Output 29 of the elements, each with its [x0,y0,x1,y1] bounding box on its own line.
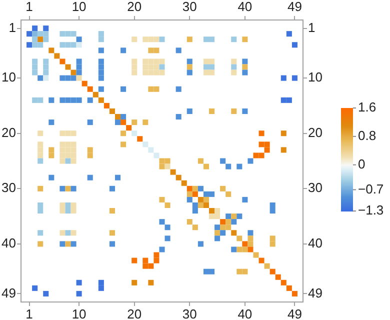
x2-tick-label: 49 [287,0,302,14]
x-tick-label: 40 [238,306,252,320]
x-tick-label: 30 [182,306,197,320]
y-tick-label: 49 [308,285,322,300]
x-tick-label: 10 [72,306,86,320]
y2-tick-label: 40 [2,236,16,251]
x2-tick-label: 10 [72,0,86,14]
color-bar-label: 0 [358,156,366,172]
y2-tick-label: 1 [8,20,16,35]
y2-tick-label: 20 [2,124,16,140]
color-bar-label: −0.7 [358,181,384,196]
x2-tick-label: 20 [127,0,142,14]
color-bar-label: −1.3 [358,202,384,218]
y-tick-label: 30 [308,180,322,196]
x-tick-label: 49 [287,306,302,320]
y2-tick-label: 30 [2,180,16,196]
y-tick-label: 40 [308,236,322,251]
y2-tick-label: 10 [2,70,16,85]
y-tick-label: 10 [308,70,322,85]
y-tick-label: 20 [308,124,322,140]
x2-tick-label: 30 [182,0,197,14]
y-tick-label: 1 [308,20,316,35]
x-tick-label: 20 [127,306,142,320]
x2-tick-label: 1 [26,0,33,14]
x-tick-label: 1 [26,306,33,320]
color-bar-label: 0.8 [358,128,376,143]
x2-tick-label: 40 [238,0,252,14]
y2-tick-label: 49 [2,285,16,300]
color-bar-label: 1.6 [358,100,376,115]
